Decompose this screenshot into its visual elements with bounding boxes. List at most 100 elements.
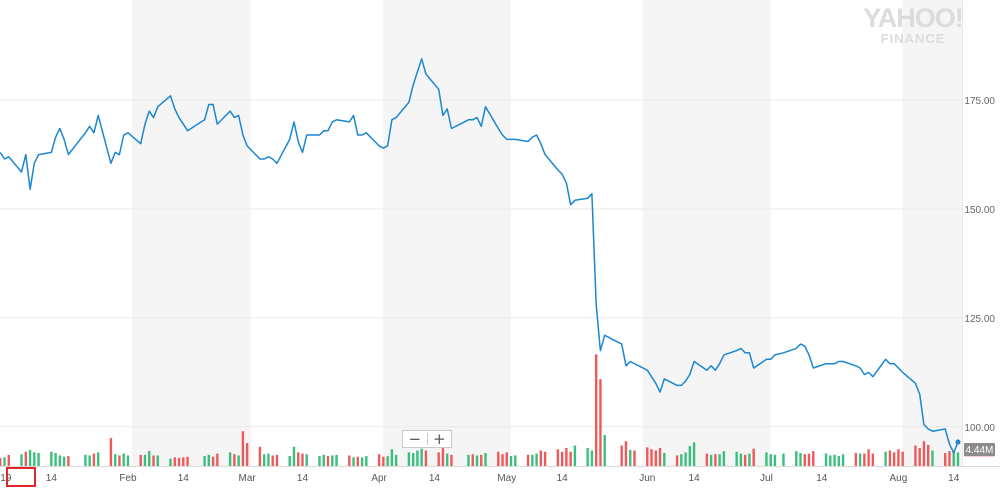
- volume-bar: [331, 455, 334, 466]
- volume-bar: [497, 451, 500, 466]
- volume-bar: [390, 449, 394, 466]
- volume-bar: [420, 448, 423, 466]
- volume-bar: [509, 456, 513, 466]
- x-tick-label: Jun: [639, 473, 655, 484]
- zoom-separator: [426, 433, 428, 445]
- volume-bar: [952, 452, 955, 466]
- volume-bar: [441, 448, 445, 466]
- volume-bar: [211, 456, 215, 466]
- volume-bar: [858, 453, 862, 466]
- volume-bar: [233, 454, 236, 466]
- volume-bar: [424, 450, 428, 466]
- last-volume-label: 4.44M: [966, 445, 994, 456]
- volume-bar: [948, 451, 951, 466]
- volume-bar: [109, 438, 113, 466]
- volume-bar: [599, 379, 602, 466]
- yahoo-finance-logo: YAHOO! FINANCE: [858, 4, 968, 46]
- volume-bar: [360, 457, 364, 466]
- value-badges: 94.854.44M: [964, 443, 995, 457]
- volume-bar: [531, 454, 534, 466]
- volume-bar: [684, 452, 687, 466]
- volume-bar: [122, 453, 125, 466]
- volume-bar: [633, 450, 636, 466]
- volume-bar: [450, 454, 453, 466]
- volume-bar: [692, 442, 696, 466]
- volume-bar: [467, 454, 470, 466]
- year-highlight-box: [6, 467, 36, 487]
- x-tick-label: 14: [816, 473, 828, 484]
- volume-bar: [394, 454, 398, 466]
- volume-bar: [267, 453, 270, 466]
- volume-bar: [543, 451, 547, 466]
- volume-bar: [207, 454, 211, 466]
- volume-bar: [505, 452, 508, 466]
- volume-bar: [241, 431, 245, 466]
- volume-bar: [139, 454, 142, 466]
- volume-bar: [186, 456, 189, 466]
- volume-bar: [92, 453, 96, 466]
- volume-bar: [535, 453, 538, 466]
- volume-bar: [297, 452, 300, 466]
- month-shading: [131, 0, 962, 466]
- volume-bars: [0, 354, 960, 466]
- volume-bar: [446, 453, 449, 466]
- x-axis: 2019 14 Feb 14 Mar 14 Apr 14 May 14 Jun 14 Jul 14 Aug 1…: [0, 473, 960, 484]
- volume-bar: [437, 452, 440, 466]
- volume-bar: [603, 435, 606, 466]
- x-tick-label: 14: [689, 473, 701, 484]
- volume-bar: [892, 452, 896, 466]
- volume-bar: [514, 455, 517, 466]
- volume-bar: [28, 449, 32, 466]
- volume-bar: [748, 453, 751, 466]
- volume-bar: [705, 453, 709, 466]
- volume-bar: [675, 455, 679, 466]
- x-tick-label: 14: [178, 473, 190, 484]
- x-tick-label: 14: [297, 473, 309, 484]
- volume-bar: [722, 451, 726, 466]
- zoom-in-button[interactable]: +: [432, 430, 446, 448]
- volume-bar: [871, 453, 875, 466]
- volume-bar: [884, 451, 887, 466]
- volume-bar: [663, 452, 666, 466]
- volume-bar: [927, 444, 930, 466]
- volume-bar: [560, 451, 564, 466]
- volume-bar: [148, 451, 151, 466]
- volume-bar: [650, 449, 653, 466]
- volume-bar: [688, 446, 692, 466]
- volume-bar: [833, 454, 836, 466]
- zoom-control: − +: [402, 430, 452, 448]
- volume-bar: [714, 454, 717, 466]
- volume-bar: [680, 454, 683, 466]
- volume-bar: [620, 445, 623, 466]
- volume-bar: [54, 452, 57, 466]
- x-tick-label: May: [497, 473, 516, 484]
- volume-bar: [96, 452, 100, 466]
- volume-bar: [484, 452, 487, 466]
- volume-bar: [824, 453, 828, 466]
- y-axis: 175.00 150.00 125.00 100.00: [964, 96, 995, 434]
- volume-bar: [275, 454, 279, 466]
- volume-bar: [352, 457, 355, 466]
- volume-bar: [829, 455, 832, 466]
- volume-bar: [594, 354, 598, 466]
- volume-bar: [539, 450, 543, 466]
- last-price-dot: [955, 439, 961, 445]
- volume-bar: [471, 454, 474, 466]
- volume-bar: [126, 455, 130, 466]
- volume-bar: [718, 454, 721, 466]
- volume-bar: [646, 447, 649, 466]
- volume-bar: [863, 453, 866, 466]
- zoom-out-button[interactable]: −: [408, 430, 422, 448]
- volume-bar: [944, 452, 947, 466]
- volume-bar: [288, 456, 291, 466]
- volume-bar: [795, 451, 798, 466]
- volume-bar: [152, 455, 155, 466]
- y-tick-label: 100.00: [964, 423, 995, 434]
- volume-bar: [258, 446, 262, 466]
- volume-bar: [33, 452, 36, 466]
- volume-bar: [407, 452, 411, 466]
- volume-bar: [203, 456, 206, 466]
- volume-bar: [586, 448, 589, 466]
- volume-bar: [322, 454, 325, 466]
